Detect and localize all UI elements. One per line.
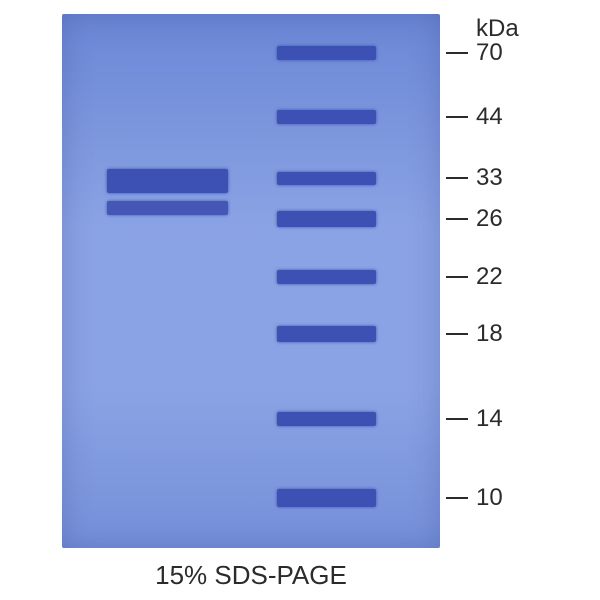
ladder-band bbox=[277, 489, 375, 507]
ladder-band bbox=[277, 211, 375, 227]
ladder-band bbox=[277, 172, 375, 186]
marker-tick bbox=[446, 418, 468, 420]
marker-label: 14 bbox=[476, 405, 503, 433]
sample-band bbox=[107, 169, 228, 194]
sample-band bbox=[107, 201, 228, 215]
marker-label: 18 bbox=[476, 320, 503, 348]
ladder-lane bbox=[277, 14, 375, 548]
ladder-band bbox=[277, 110, 375, 124]
marker-tick bbox=[446, 497, 468, 499]
gel-image bbox=[62, 14, 440, 548]
marker-label: 26 bbox=[476, 205, 503, 233]
marker-tick bbox=[446, 333, 468, 335]
ladder-band bbox=[277, 270, 375, 284]
marker-label: 22 bbox=[476, 263, 503, 291]
marker-tick bbox=[446, 218, 468, 220]
sample-lane bbox=[107, 14, 228, 548]
marker-label: 44 bbox=[476, 103, 503, 131]
ladder-band bbox=[277, 412, 375, 426]
gel-caption: 15% SDS-PAGE bbox=[62, 560, 440, 591]
ladder-band bbox=[277, 46, 375, 60]
marker-tick bbox=[446, 116, 468, 118]
marker-tick bbox=[446, 276, 468, 278]
marker-tick bbox=[446, 52, 468, 54]
marker-tick bbox=[446, 177, 468, 179]
marker-label: 70 bbox=[476, 39, 503, 67]
ladder-band bbox=[277, 326, 375, 342]
marker-label: 33 bbox=[476, 164, 503, 192]
marker-label: 10 bbox=[476, 484, 503, 512]
